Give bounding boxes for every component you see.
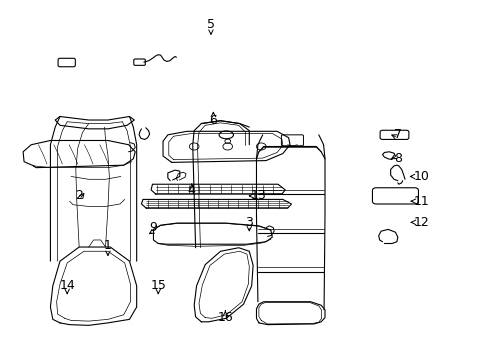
FancyBboxPatch shape (372, 188, 418, 204)
FancyBboxPatch shape (58, 58, 75, 67)
FancyBboxPatch shape (134, 59, 145, 66)
FancyBboxPatch shape (281, 135, 303, 146)
Text: 5: 5 (206, 18, 215, 31)
Text: 11: 11 (413, 195, 429, 208)
Text: 2: 2 (75, 189, 83, 202)
Text: 9: 9 (149, 221, 157, 234)
Text: 7: 7 (393, 128, 401, 141)
Ellipse shape (219, 131, 233, 139)
Text: 12: 12 (413, 216, 429, 229)
Text: 3: 3 (245, 216, 253, 229)
Text: 16: 16 (217, 311, 233, 324)
Text: 1: 1 (104, 239, 112, 252)
FancyBboxPatch shape (379, 130, 408, 139)
Text: 15: 15 (150, 279, 166, 292)
Text: 6: 6 (209, 113, 217, 126)
Text: 14: 14 (59, 279, 75, 292)
Text: 4: 4 (187, 184, 195, 197)
Text: 10: 10 (413, 170, 429, 183)
Text: 13: 13 (250, 189, 266, 202)
Text: 8: 8 (393, 152, 401, 165)
